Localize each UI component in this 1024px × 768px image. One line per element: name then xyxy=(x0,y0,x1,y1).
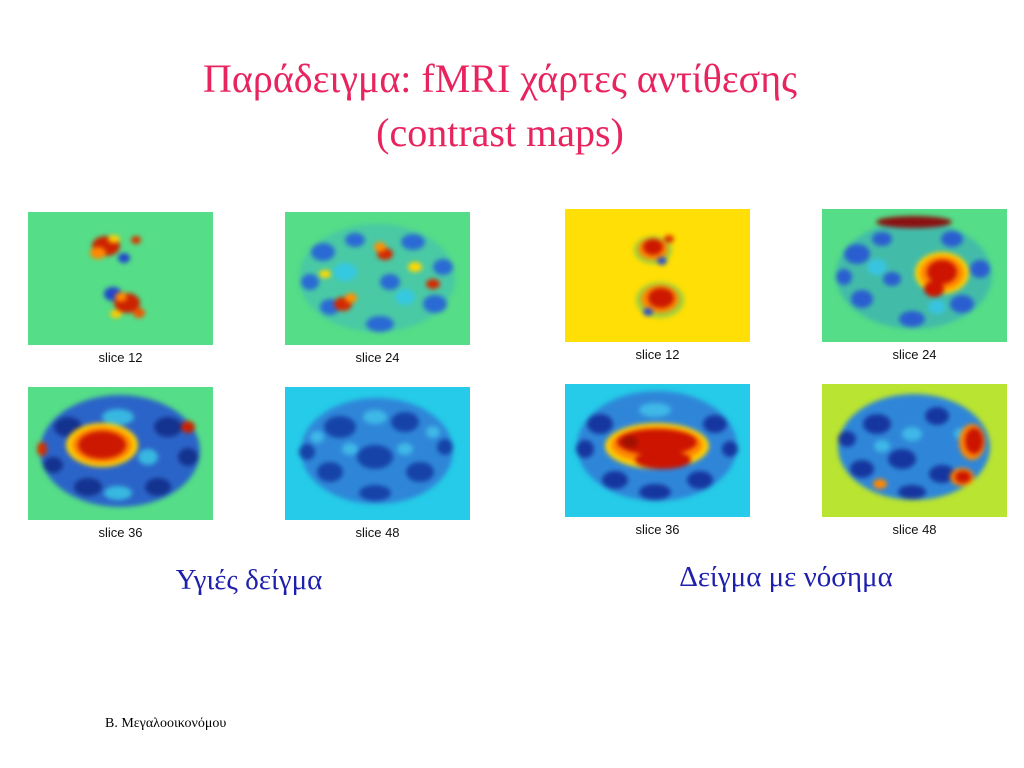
fmri-slice-healthy-36: slice 36 xyxy=(28,387,213,540)
fmri-slice-diseased-48: slice 48 xyxy=(822,384,1007,537)
slice-label: slice 36 xyxy=(98,525,143,540)
fmri-slice-healthy-48: slice 48 xyxy=(285,387,470,540)
fmri-slice-healthy-12-image xyxy=(28,212,213,345)
slide-title-line1: Παράδειγμα: fMRI χάρτες αντίθεσης xyxy=(203,56,797,101)
fmri-slice-diseased-36: slice 36 xyxy=(565,384,750,537)
fmri-slice-healthy-36-image xyxy=(28,387,213,520)
slice-label: slice 24 xyxy=(355,350,400,365)
healthy-slice-grid: slice 12 xyxy=(28,212,470,540)
diseased-slice-grid: slice 12 xyxy=(565,209,1007,537)
diseased-sample-caption: Δείγμα με νόσημα xyxy=(679,561,893,593)
fmri-slice-healthy-12: slice 12 xyxy=(28,212,213,365)
slice-label: slice 12 xyxy=(98,350,143,365)
slice-label: slice 48 xyxy=(892,522,937,537)
author-footer: Β. Μεγαλοοικονόμου xyxy=(105,716,227,731)
fmri-slice-diseased-12: slice 12 xyxy=(565,209,750,362)
diseased-sample-group: slice 12 xyxy=(565,209,1007,594)
healthy-sample-caption: Υγιές δείγμα xyxy=(175,564,323,596)
fmri-slice-diseased-12-image xyxy=(565,209,750,342)
fmri-slice-diseased-24: slice 24 xyxy=(822,209,1007,362)
slice-label: slice 24 xyxy=(892,347,937,362)
fmri-slice-healthy-48-image xyxy=(285,387,470,520)
fmri-slice-healthy-24: slice 24 xyxy=(285,212,470,365)
slice-label: slice 48 xyxy=(355,525,400,540)
fmri-slice-healthy-24-image xyxy=(285,212,470,345)
slice-label: slice 12 xyxy=(635,347,680,362)
fmri-slice-diseased-36-image xyxy=(565,384,750,517)
fmri-slice-diseased-48-image xyxy=(822,384,1007,517)
slide-title-line2: (contrast maps) xyxy=(376,110,624,155)
fmri-slice-diseased-24-image xyxy=(822,209,1007,342)
healthy-sample-group: slice 12 xyxy=(28,212,470,597)
slide-title: Παράδειγμα: fMRI χάρτες αντίθεσης (contr… xyxy=(0,52,1000,160)
slice-label: slice 36 xyxy=(635,522,680,537)
